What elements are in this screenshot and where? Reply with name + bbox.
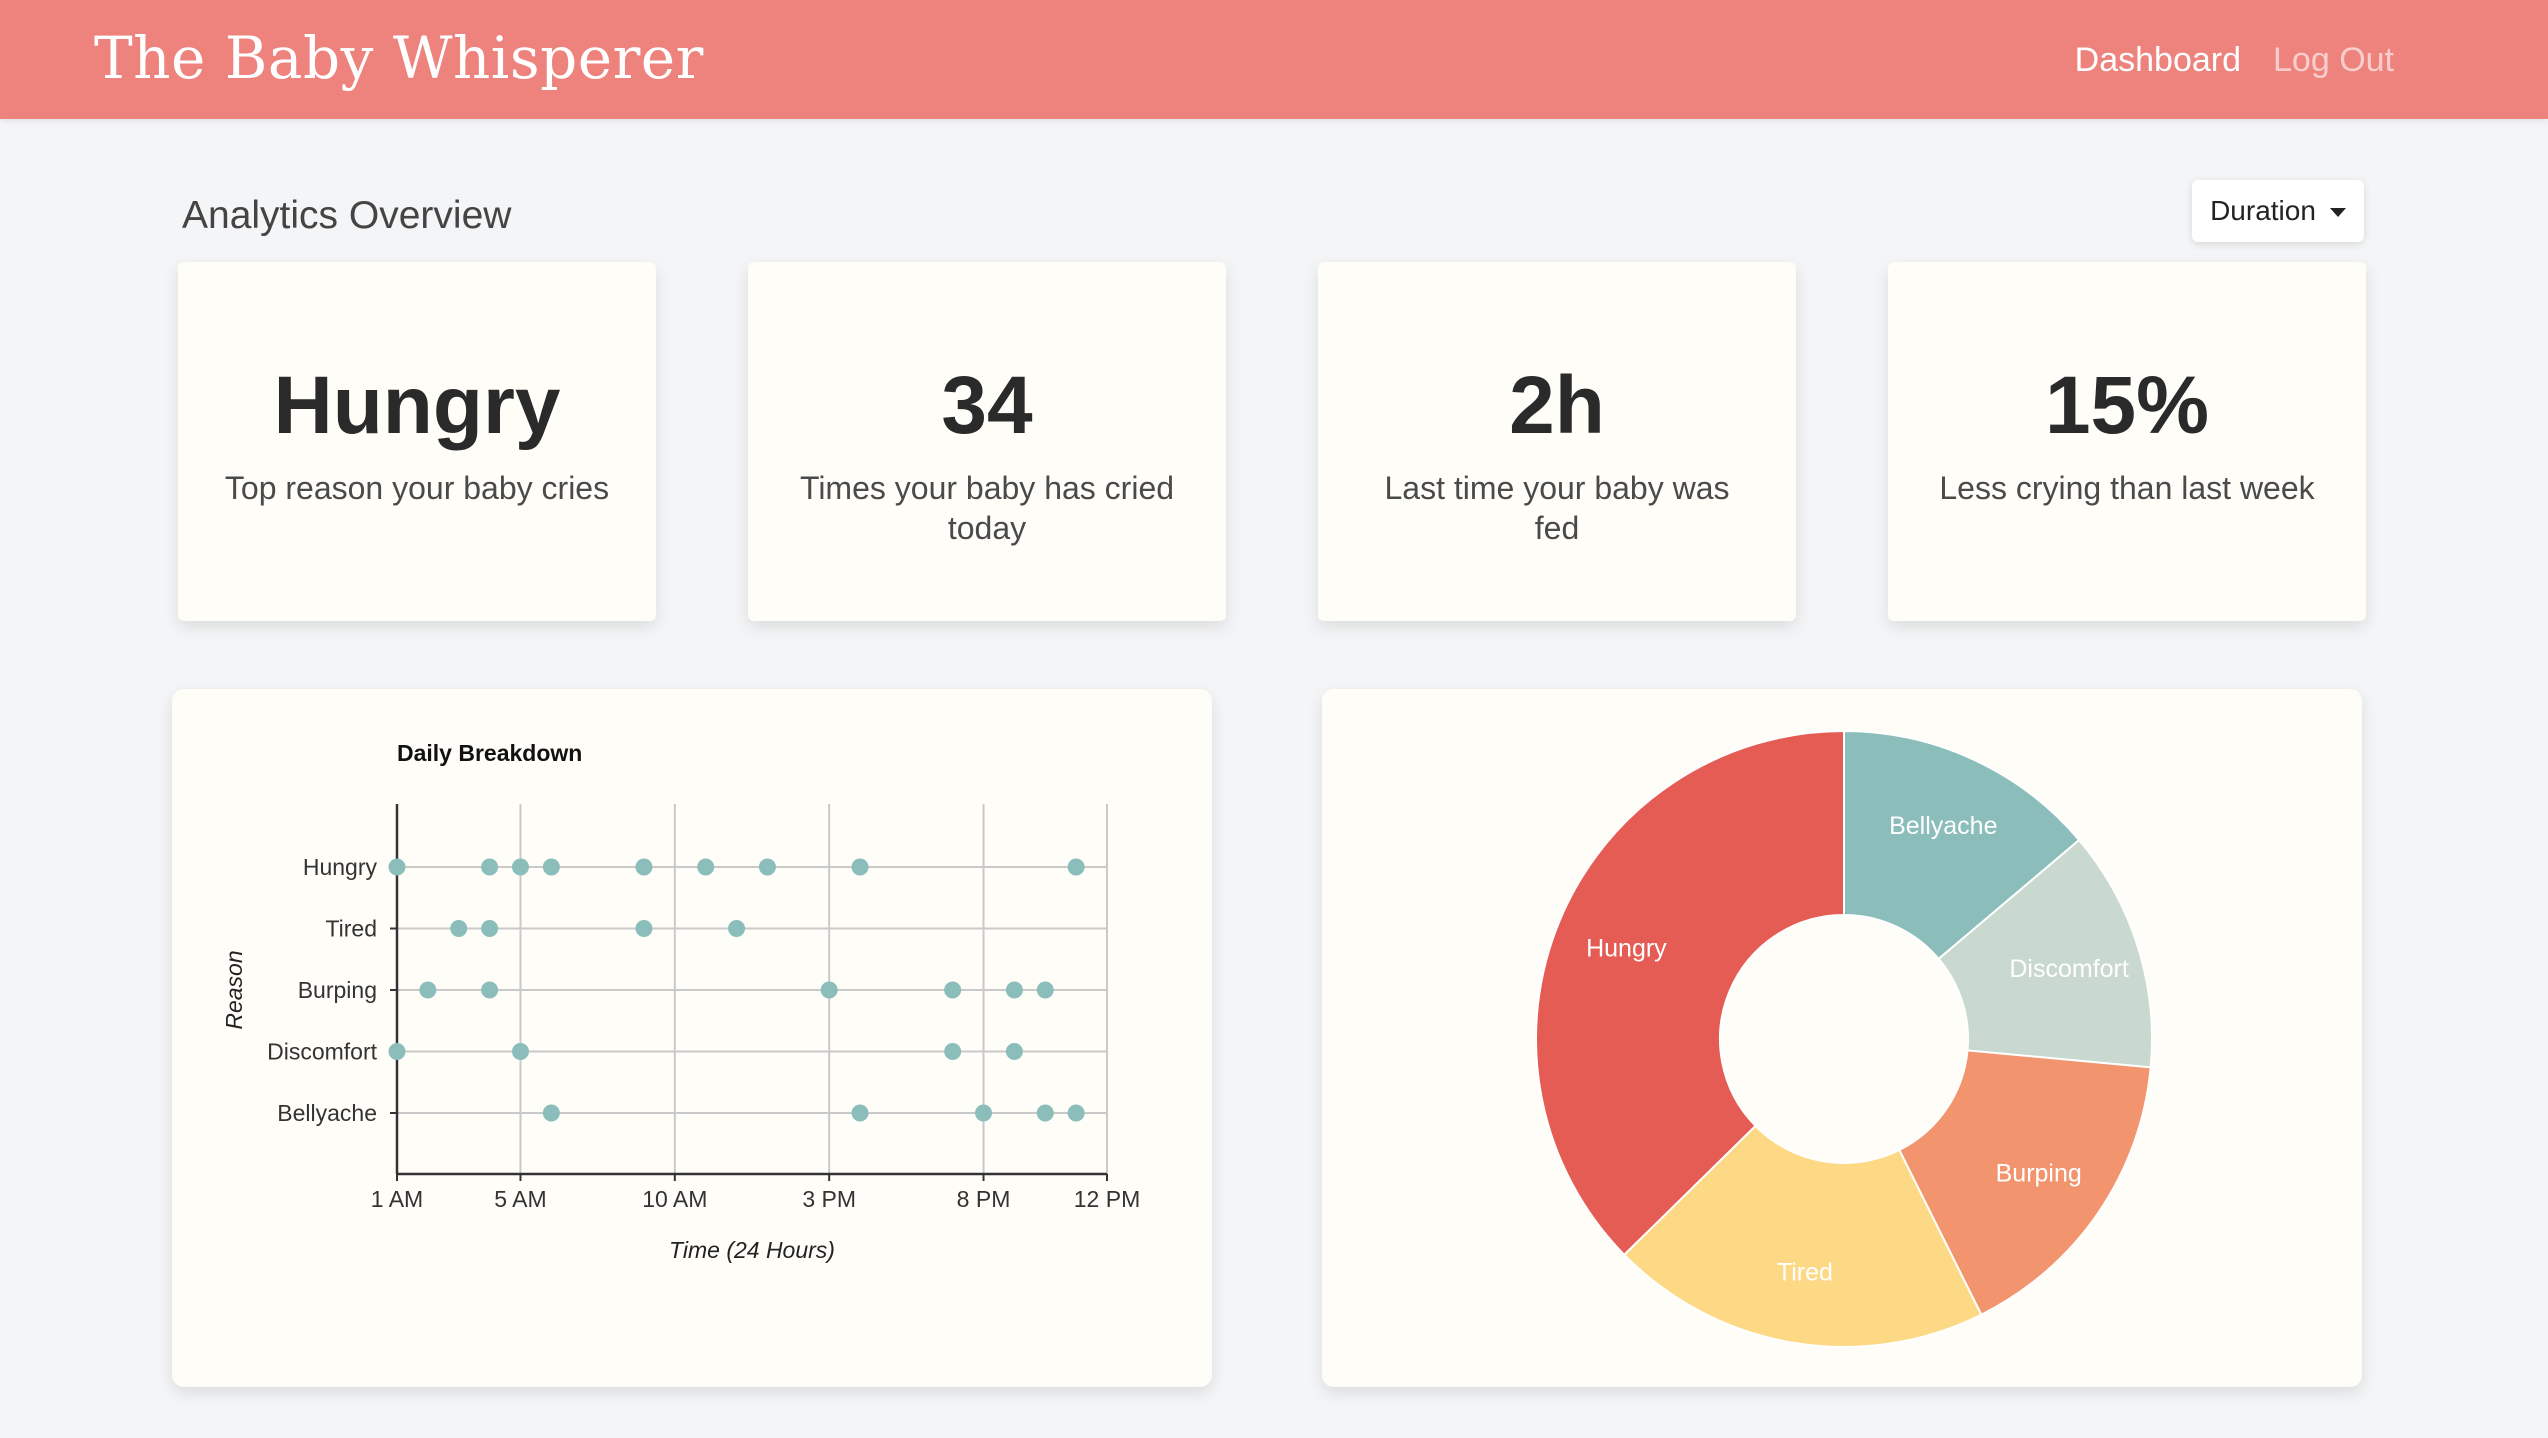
stat-label: Times your baby has cried today (799, 470, 1175, 546)
slice-label-hungry: Hungry (1586, 935, 1667, 963)
x-tick-label: 1 AM (371, 1186, 423, 1212)
point-discomfort[interactable] (388, 1043, 406, 1060)
slice-hungry[interactable] (1535, 729, 1845, 1257)
slice-tired[interactable] (1622, 1124, 1983, 1348)
daily-breakdown-chart: Daily Breakdown 1 AM 5 AM 10 AM 3 PM 8 PM 12 P… (221, 740, 1140, 1263)
point-burping[interactable] (820, 981, 838, 999)
point-tired[interactable] (481, 920, 499, 937)
x-tick-label: 8 PM (957, 1186, 1011, 1212)
reason-donut-chart: Bellyache Discomfort Burping Tired Hungry (1535, 729, 2153, 1348)
slice-label-discomfort: Discomfort (2009, 955, 2129, 983)
point-burping[interactable] (1005, 981, 1023, 999)
point-tired[interactable] (635, 920, 653, 937)
y-tick-label: Tired (325, 916, 377, 942)
point-hungry[interactable] (481, 858, 499, 876)
caret-down-icon (2329, 207, 2346, 217)
point-hungry[interactable] (542, 858, 560, 876)
duration-dropdown[interactable]: Duration (2192, 180, 2364, 242)
stat-value: Hungry (273, 360, 561, 451)
nav-links: Dashboard Log Out (2075, 36, 2394, 84)
nav-logout-link[interactable]: Log Out (2273, 41, 2394, 79)
point-burping[interactable] (944, 981, 962, 999)
x-tick-label: 3 PM (802, 1186, 856, 1212)
pie-chart-card: Bellyache Discomfort Burping Tired Hungry (1322, 689, 2362, 1387)
point-burping[interactable] (481, 981, 499, 999)
stat-label: Top reason your baby cries (224, 470, 610, 506)
stat-label: Last time your baby was fed (1384, 470, 1730, 546)
scatter-chart-card: Daily Breakdown 1 AM 5 AM 10 AM 3 PM 8 PM 12 P… (172, 689, 1212, 1387)
point-hungry[interactable] (697, 858, 715, 876)
point-discomfort[interactable] (511, 1043, 529, 1060)
point-hungry[interactable] (1067, 858, 1085, 876)
duration-dropdown-label: Duration (2210, 195, 2316, 226)
point-hungry[interactable] (511, 858, 529, 876)
x-tick-label: 12 PM (1074, 1186, 1140, 1212)
nav-dashboard-link[interactable]: Dashboard (2074, 41, 2242, 79)
slice-discomfort[interactable] (1937, 838, 2153, 1069)
slice-label-tired: Tired (1777, 1259, 1833, 1287)
slice-label-bellyache: Bellyache (1889, 812, 1997, 840)
point-hungry[interactable] (851, 858, 869, 876)
point-burping[interactable] (419, 981, 437, 999)
x-tick-label: 5 AM (494, 1186, 546, 1212)
stat-value: 15% (2044, 360, 2210, 451)
point-discomfort[interactable] (944, 1043, 962, 1060)
y-axis-label: Reason (221, 950, 247, 1029)
y-tick-label: Burping (298, 977, 377, 1003)
x-tick-label: 10 AM (642, 1186, 707, 1212)
y-tick-label: Bellyache (277, 1100, 377, 1126)
slice-burping[interactable] (1897, 1049, 2152, 1317)
stat-card-weekly-change: 15% Less crying than last week (1888, 262, 2366, 621)
point-hungry[interactable] (388, 858, 406, 876)
y-tick-label: Hungry (303, 854, 378, 880)
brand-logo[interactable]: The Baby Whisperer (94, 24, 704, 92)
point-hungry[interactable] (635, 858, 653, 876)
stat-value: 34 (941, 360, 1033, 451)
x-axis-label: Time (24 Hours) (669, 1237, 835, 1263)
point-tired[interactable] (728, 920, 746, 937)
slice-bellyache[interactable] (1843, 729, 2081, 961)
point-bellyache[interactable] (975, 1104, 993, 1122)
point-burping[interactable] (1036, 981, 1054, 999)
stat-label: Less crying than last week (1939, 470, 2315, 506)
stat-card-top-reason: Hungry Top reason your baby cries (178, 262, 656, 621)
point-bellyache[interactable] (1036, 1104, 1054, 1122)
stat-value: 2h (1509, 360, 1605, 451)
point-bellyache[interactable] (542, 1104, 560, 1122)
slice-label-burping: Burping (1996, 1159, 2082, 1187)
y-tick-label: Discomfort (267, 1039, 378, 1065)
page-title: Analytics Overview (182, 194, 512, 237)
point-discomfort[interactable] (1005, 1043, 1023, 1060)
stat-card-last-fed: 2h Last time your baby was fed (1318, 262, 1796, 621)
point-bellyache[interactable] (1067, 1104, 1085, 1122)
stat-card-cry-count: 34 Times your baby has cried today (748, 262, 1226, 621)
point-hungry[interactable] (758, 858, 776, 876)
navbar: The Baby Whisperer Dashboard Log Out (0, 0, 2548, 119)
point-tired[interactable] (450, 920, 468, 937)
chart-title: Daily Breakdown (397, 740, 582, 766)
point-bellyache[interactable] (851, 1104, 869, 1122)
